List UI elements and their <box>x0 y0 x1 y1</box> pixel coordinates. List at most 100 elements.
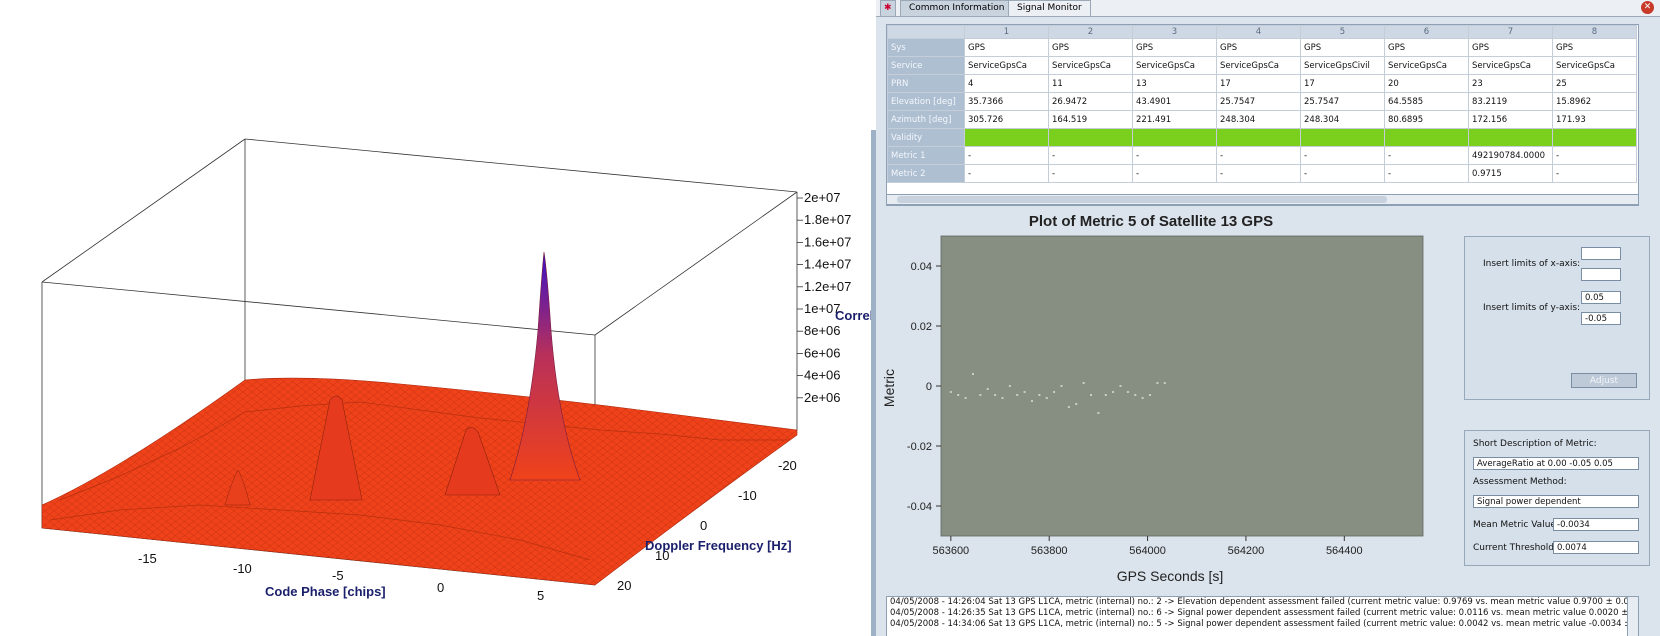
table-cell[interactable]: GPS <box>1216 38 1301 57</box>
panel-splitter[interactable] <box>871 130 876 636</box>
table-cell[interactable]: ServiceGpsCa <box>1552 56 1637 75</box>
table-cell[interactable]: 35.7366 <box>964 92 1049 111</box>
table-cell[interactable]: 15.8962 <box>1552 92 1637 111</box>
table-horizontal-scrollbar[interactable] <box>886 194 1639 205</box>
table-cell[interactable]: GPS <box>1468 38 1553 57</box>
table-cell[interactable]: 26.9472 <box>1048 92 1133 111</box>
row-header[interactable]: Elevation [deg] <box>887 92 965 111</box>
column-header[interactable]: 3 <box>1132 25 1217 39</box>
column-header[interactable]: 8 <box>1552 25 1637 39</box>
table-cell[interactable]: 23 <box>1468 74 1553 93</box>
table-cell[interactable]: 248.304 <box>1300 110 1385 129</box>
table-cell[interactable]: - <box>964 164 1049 183</box>
table-cell[interactable]: - <box>1216 164 1301 183</box>
table-cell[interactable]: ServiceGpsCa <box>1384 56 1469 75</box>
adjust-button[interactable]: Adjust <box>1571 373 1637 388</box>
tab-common-information[interactable]: Common Information <box>900 0 1014 16</box>
table-cell[interactable]: 25.7547 <box>1300 92 1385 111</box>
table-cell[interactable]: 25.7547 <box>1216 92 1301 111</box>
table-cell[interactable]: 11 <box>1048 74 1133 93</box>
table-cell[interactable]: 171.93 <box>1552 110 1637 129</box>
column-header[interactable]: 4 <box>1216 25 1301 39</box>
table-cell[interactable] <box>1552 128 1637 147</box>
table-cell[interactable] <box>1048 128 1133 147</box>
table-cell[interactable]: 17 <box>1216 74 1301 93</box>
row-header[interactable]: Azimuth [deg] <box>887 110 965 129</box>
table-cell[interactable]: 80.6895 <box>1384 110 1469 129</box>
log-scrollbar[interactable] <box>1627 597 1638 636</box>
table-cell[interactable]: GPS <box>1048 38 1133 57</box>
table-cell[interactable]: ServiceGpsCa <box>964 56 1049 75</box>
table-cell[interactable]: ServiceGpsCa <box>1468 56 1553 75</box>
table-cell[interactable]: GPS <box>1300 38 1385 57</box>
table-cell[interactable]: 17 <box>1300 74 1385 93</box>
row-header[interactable]: Service <box>887 56 965 75</box>
row-header[interactable]: Sys <box>887 38 965 57</box>
table-cell[interactable]: 83.2119 <box>1468 92 1553 111</box>
close-icon[interactable]: ✕ <box>1641 1 1654 14</box>
row-header[interactable]: PRN <box>887 74 965 93</box>
table-cell[interactable]: - <box>1048 146 1133 165</box>
table-cell[interactable]: 25 <box>1552 74 1637 93</box>
table-cell[interactable]: 4 <box>964 74 1049 93</box>
table-cell[interactable]: - <box>1216 146 1301 165</box>
scroll-thumb[interactable] <box>897 196 1387 203</box>
table-cell[interactable]: 0.9715 <box>1468 164 1553 183</box>
table-cell[interactable]: ServiceGpsCa <box>1216 56 1301 75</box>
x-tick-label: -10 <box>233 561 252 576</box>
row-header[interactable]: Validity <box>887 128 965 147</box>
table-cell[interactable]: 64.5585 <box>1384 92 1469 111</box>
current-threshold-field[interactable]: 0.0074 <box>1553 541 1639 554</box>
row-header[interactable]: Metric 1 <box>887 146 965 165</box>
table-cell[interactable]: ServiceGpsCivil <box>1300 56 1385 75</box>
table-cell[interactable]: 13 <box>1132 74 1217 93</box>
assessment-method-field[interactable]: Signal power dependent <box>1473 495 1639 508</box>
row-header[interactable]: Metric 2 <box>887 164 965 183</box>
table-cell[interactable]: GPS <box>1384 38 1469 57</box>
column-header[interactable]: 1 <box>964 25 1049 39</box>
table-cell[interactable]: 43.4901 <box>1132 92 1217 111</box>
table-cell[interactable]: 248.304 <box>1216 110 1301 129</box>
table-cell[interactable]: 164.519 <box>1048 110 1133 129</box>
table-cell[interactable] <box>1300 128 1385 147</box>
table-cell[interactable]: GPS <box>964 38 1049 57</box>
column-header[interactable]: 7 <box>1468 25 1553 39</box>
column-header[interactable]: 5 <box>1300 25 1385 39</box>
x-min-input[interactable] <box>1581 247 1621 260</box>
table-cell[interactable]: - <box>1552 164 1637 183</box>
table-cell[interactable] <box>1468 128 1553 147</box>
table-cell[interactable]: 221.491 <box>1132 110 1217 129</box>
table-cell[interactable]: 492190784.0000 <box>1468 146 1553 165</box>
table-cell[interactable]: - <box>964 146 1049 165</box>
tab-signal-monitor[interactable]: Signal Monitor <box>1008 0 1091 16</box>
x-max-input[interactable] <box>1581 268 1621 281</box>
table-cell[interactable]: GPS <box>1552 38 1637 57</box>
y-max-input[interactable]: -0.05 <box>1581 312 1621 325</box>
table-cell[interactable]: - <box>1048 164 1133 183</box>
table-cell[interactable] <box>1384 128 1469 147</box>
table-cell[interactable]: 305.726 <box>964 110 1049 129</box>
y-tick-label: 0 <box>700 518 707 533</box>
table-cell[interactable]: ServiceGpsCa <box>1132 56 1217 75</box>
table-cell[interactable]: - <box>1300 164 1385 183</box>
table-cell[interactable]: - <box>1552 146 1637 165</box>
table-cell[interactable]: ServiceGpsCa <box>1048 56 1133 75</box>
z-tick-label: 1.4e+07 <box>804 257 851 272</box>
y-tick-label: 10 <box>655 548 669 563</box>
table-cell[interactable]: GPS <box>1132 38 1217 57</box>
table-cell[interactable] <box>1216 128 1301 147</box>
table-cell[interactable] <box>1132 128 1217 147</box>
table-cell[interactable]: - <box>1132 146 1217 165</box>
table-cell[interactable]: 20 <box>1384 74 1469 93</box>
table-cell[interactable]: 172.156 <box>1468 110 1553 129</box>
mean-metric-field[interactable]: -0.0034 <box>1553 518 1639 531</box>
column-header[interactable]: 2 <box>1048 25 1133 39</box>
table-cell[interactable]: - <box>1132 164 1217 183</box>
table-cell[interactable]: - <box>1300 146 1385 165</box>
y-min-input[interactable]: 0.05 <box>1581 291 1621 304</box>
table-cell[interactable] <box>964 128 1049 147</box>
column-header[interactable]: 6 <box>1384 25 1469 39</box>
table-cell[interactable]: - <box>1384 164 1469 183</box>
table-cell[interactable]: - <box>1384 146 1469 165</box>
short-description-field[interactable]: AverageRatio at 0.00 -0.05 0.05 <box>1473 457 1639 470</box>
